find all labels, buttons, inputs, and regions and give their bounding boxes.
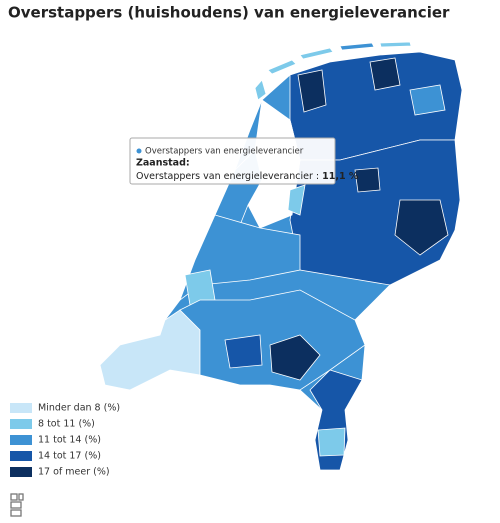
tooltip-series: Overstappers van energieleverancier [145,147,304,157]
logo-part [10,501,22,509]
tooltip-box [129,137,336,185]
logo [10,493,24,517]
legend-label: 14 tot 17 (%) [38,451,101,462]
legend-swatch [10,419,32,429]
region [354,167,381,193]
logo-part [18,493,24,501]
region [394,199,449,256]
region [409,84,446,116]
tooltip-region: Zaanstad: [136,158,190,169]
tooltip-label: Overstappers van energieleverancier : [136,171,319,182]
legend-label: 17 of meer (%) [38,467,110,478]
logo-part [10,493,18,501]
region [379,41,412,48]
legend-label: 11 tot 14 (%) [38,435,101,446]
legend-swatch [10,467,32,477]
legend-swatch [10,451,32,461]
tooltip: Overstappers van energieleverancier Zaan… [129,137,359,185]
legend-label: 8 tot 11 (%) [38,419,95,430]
region [299,47,334,60]
region [267,59,297,75]
title: Overstappers (huishoudens) van energiele… [8,4,450,22]
region [224,334,263,369]
map [99,41,463,471]
region [179,289,366,391]
tooltip-dot [136,148,142,154]
legend: Minder dan 8 (%) 8 tot 11 (%) 11 tot 14 (%… [10,403,120,478]
region [339,42,375,51]
legend-swatch [10,403,32,413]
region [297,69,327,113]
region [254,79,267,101]
region [99,309,201,391]
tooltip-text: Overstappers van energieleverancier : 11… [136,171,359,182]
logo-part [10,509,22,517]
region [317,427,346,457]
legend-label: Minder dan 8 (%) [38,403,120,414]
legend-swatch [10,435,32,445]
region [269,334,321,381]
tooltip-value: 11,1 % [322,171,359,182]
region [369,57,401,91]
region [287,184,306,216]
